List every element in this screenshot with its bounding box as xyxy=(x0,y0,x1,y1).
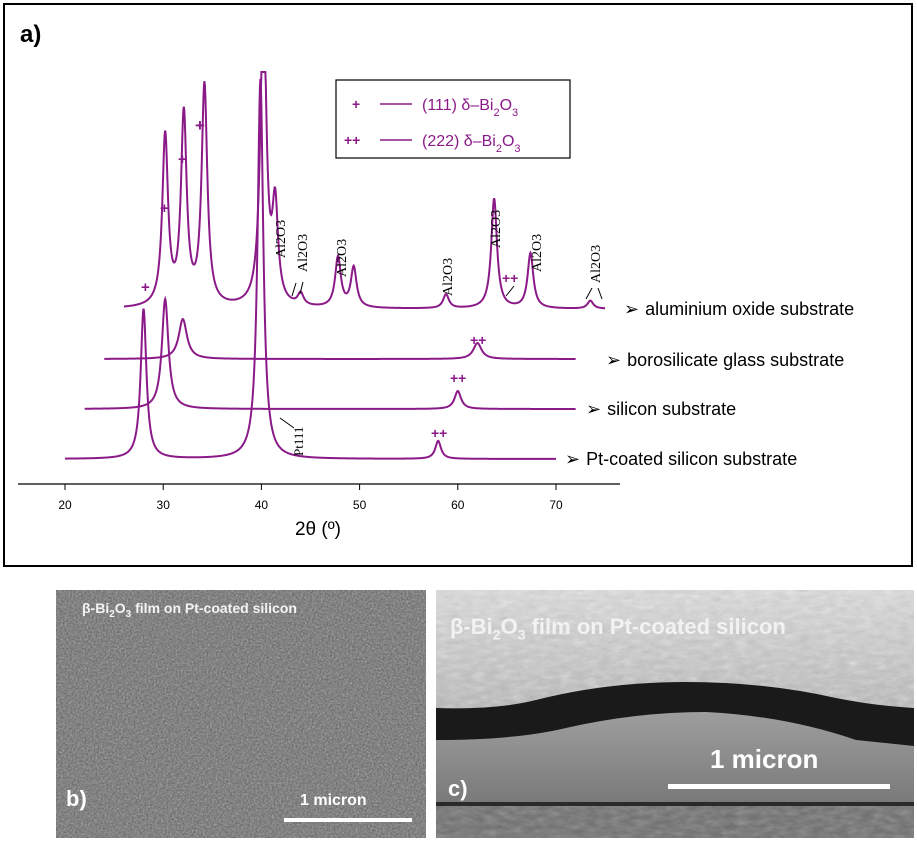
al2o3-label: Al2O3 xyxy=(489,210,504,248)
xrd-figure: a) + (111) δ–Bi2O3 ++ (222) δ–Bi2O3 20 30… xyxy=(3,3,913,567)
legend-marker: + xyxy=(352,96,360,112)
sem-panel-c: β-Bi2O3 film on Pt-coated silicon c) 1 m… xyxy=(436,590,914,838)
legend: + (111) δ–Bi2O3 ++ (222) δ–Bi2O3 xyxy=(335,79,571,159)
panel-b-label: b) xyxy=(66,786,87,811)
panel-a-label: a) xyxy=(20,21,41,48)
scale-bar-label-c: 1 micron xyxy=(710,744,819,774)
peak-marker-double: ++ xyxy=(450,370,466,386)
x-tick-label: 40 xyxy=(255,498,269,512)
scale-bar-c xyxy=(668,784,890,789)
sem-caption-c: β-Bi2O3 film on Pt-coated silicon xyxy=(450,614,786,643)
series-label-borosilicate: ➢ borosilicate glass substrate xyxy=(606,350,844,370)
legend-entry-222: ++ (222) δ–Bi2O3 xyxy=(344,132,521,155)
sem-image-b xyxy=(56,590,426,838)
x-tick-label: 70 xyxy=(549,498,563,512)
al2o3-annotations: Al2O3 Al2O3 Al2O3 Al2O3 Al2O3 Al2O3 Al2O… xyxy=(274,210,604,456)
sem-image-c xyxy=(436,590,914,838)
legend-box xyxy=(335,79,571,159)
legend-marker: ++ xyxy=(344,132,360,148)
xrd-trace-2 xyxy=(104,317,576,360)
arrow xyxy=(299,281,304,295)
annotation-arrows xyxy=(279,281,603,429)
series-label-silicon: ➢ silicon substrate xyxy=(586,399,736,419)
scale-bar-label-b: 1 micron xyxy=(300,792,367,809)
x-tick-label: 20 xyxy=(58,498,72,512)
x-axis-label: 2θ (º) xyxy=(295,519,341,540)
legend-label: (111) δ–Bi2O3 xyxy=(422,97,518,119)
peak-marker-plus: + xyxy=(141,279,150,296)
xrd-traces xyxy=(65,71,606,460)
legend-label: (222) δ–Bi2O3 xyxy=(422,133,521,155)
arrow xyxy=(505,285,515,297)
panel-c-label: c) xyxy=(448,776,468,801)
peak-marker-double: ++ xyxy=(431,425,447,441)
xrd-trace-4 xyxy=(65,78,556,460)
x-tick-label: 30 xyxy=(157,498,171,512)
al2o3-label: Al2O3 xyxy=(335,239,350,277)
x-tick-label: 50 xyxy=(353,498,367,512)
peak-markers: + + + + ++ ++ ++ ++ xyxy=(141,116,518,441)
peak-marker-plus: + xyxy=(178,151,187,168)
pt111-label: Pt111 xyxy=(291,427,306,456)
x-ticks: 20 30 40 50 60 70 xyxy=(58,484,563,512)
xrd-trace-3 xyxy=(84,295,576,410)
x-axis: 20 30 40 50 60 70 2θ (º) xyxy=(18,483,620,540)
al2o3-label: Al2O3 xyxy=(589,245,604,283)
al2o3-label: Al2O3 xyxy=(530,234,545,272)
series-label-alumina: ➢ aluminium oxide substrate xyxy=(624,299,854,319)
arrow xyxy=(585,287,593,300)
xrd-trace-1 xyxy=(123,71,606,310)
x-tick-label: 60 xyxy=(451,498,465,512)
arrow xyxy=(597,287,603,300)
peak-marker-double: ++ xyxy=(470,332,486,348)
peak-marker-plus: + xyxy=(160,200,169,217)
scale-bar-b xyxy=(284,818,412,822)
legend-entry-111: + (111) δ–Bi2O3 xyxy=(352,96,518,119)
al2o3-label: Al2O3 xyxy=(441,258,456,296)
sem-panel-b: β-Bi2O3 film on Pt-coated silicon b) 1 m… xyxy=(56,590,426,838)
peak-marker-double: ++ xyxy=(502,270,518,286)
arrow xyxy=(279,417,295,429)
peak-marker-plus: + xyxy=(195,116,205,135)
sem-caption-b: β-Bi2O3 film on Pt-coated silicon xyxy=(82,600,297,620)
al2o3-label: Al2O3 xyxy=(274,220,289,258)
series-labels: ➢ aluminium oxide substrate ➢ borosilicate… xyxy=(565,299,854,469)
series-label-pt-silicon: ➢ Pt-coated silicon substrate xyxy=(565,449,797,469)
arrow xyxy=(291,282,297,297)
al2o3-label: Al2O3 xyxy=(296,234,311,272)
